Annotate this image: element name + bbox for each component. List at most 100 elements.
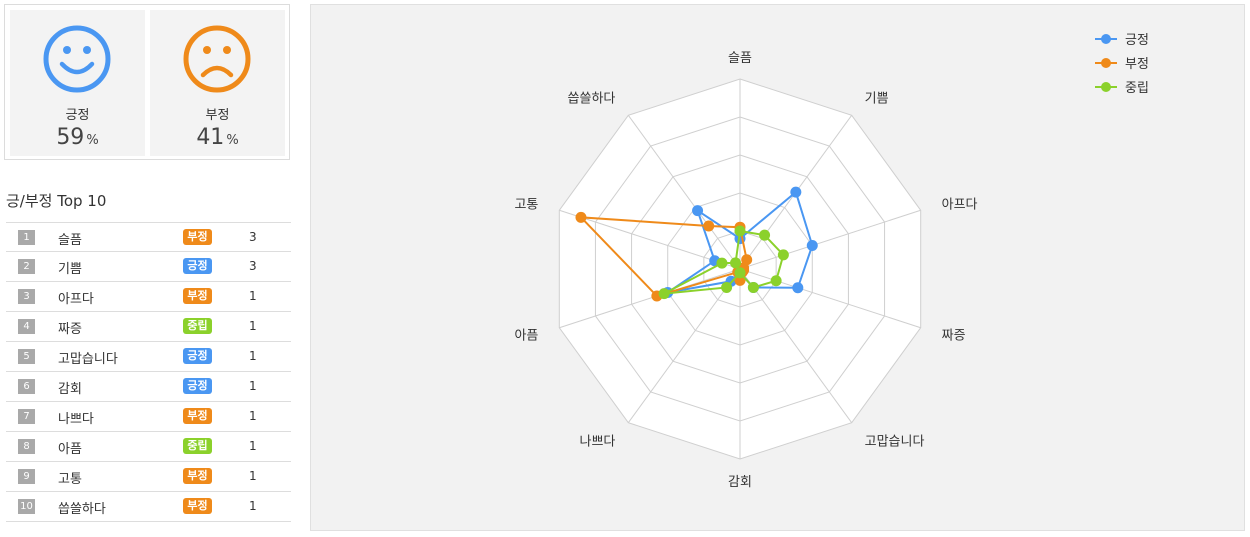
radar-data-point <box>658 288 670 300</box>
rank-badge: 4 <box>18 319 35 334</box>
radar-data-point <box>747 281 759 293</box>
radar-category-label: 기쁨 <box>865 91 889 106</box>
sentiment-badge: 긍정 <box>183 258 212 274</box>
smile-face-outline <box>43 25 111 93</box>
radar-spoke <box>739 268 853 424</box>
sentiment-badge: 부정 <box>183 229 212 245</box>
top10-row: 1 슬픔 부정 3 <box>6 222 291 252</box>
top10-list: 1 슬픔 부정 3 2 기쁨 긍정 3 3 아프다 부정 1 4 짜증 중립 1 5 고맙습니다 긍정 1 6 감회 긍정 1… <box>6 222 291 522</box>
frown-face-outline <box>183 25 251 93</box>
rank-badge: 5 <box>18 349 35 364</box>
radar-data-point <box>770 275 782 287</box>
radar-data-point <box>730 257 742 269</box>
top10-row: 3 아프다 부정 1 <box>6 282 291 312</box>
frown-mouth <box>200 65 234 78</box>
positive-label: 긍정 <box>65 108 90 123</box>
frown-icon <box>183 25 251 93</box>
keyword-label: 고맙습니다 <box>58 352 118 367</box>
sentiment-badge: 부정 <box>183 408 212 424</box>
top10-row: 4 짜증 중립 1 <box>6 312 291 342</box>
radar-data-point <box>716 257 728 269</box>
negative-card: 부정 41% <box>150 10 285 156</box>
top10-row: 2 기쁨 긍정 3 <box>6 252 291 282</box>
radar-data-point <box>734 274 746 286</box>
radar-category-label: 아프다 <box>942 197 978 212</box>
radar-data-point <box>692 205 704 217</box>
radar-category-label: 씁쓸하다 <box>568 91 616 106</box>
rank-badge: 9 <box>18 469 35 484</box>
keyword-count: 1 <box>249 499 257 513</box>
keyword-count: 1 <box>249 469 257 483</box>
radar-data-point <box>806 240 818 252</box>
smile-mouth <box>59 61 95 75</box>
smile-eye-right <box>83 46 91 54</box>
keyword-label: 씁쓸하다 <box>58 502 106 517</box>
keyword-label: 감회 <box>58 382 82 397</box>
negative-percent: 41 <box>196 125 225 150</box>
frown-eye-left <box>203 46 211 54</box>
sentiment-badge: 부정 <box>183 498 212 514</box>
rank-badge: 8 <box>18 439 35 454</box>
sentiment-badge: 부정 <box>183 288 212 304</box>
keyword-count: 1 <box>249 319 257 333</box>
positive-card: 긍정 59% <box>10 10 145 156</box>
radar-category-label: 짜증 <box>942 329 966 344</box>
radar-spoke <box>739 268 921 329</box>
top10-row: 6 감회 긍정 1 <box>6 372 291 402</box>
top10-row: 5 고맙습니다 긍정 1 <box>6 342 291 372</box>
keyword-label: 고통 <box>58 472 82 487</box>
legend-marker <box>1101 58 1111 68</box>
legend-marker <box>1101 82 1111 92</box>
radar-chart: 슬픔 기쁨 아프다 짜증 고맙습니다 감회 나쁘다 아픔 고통 씁쓸하다 긍정 부정 중립 <box>310 4 1245 531</box>
rank-badge: 2 <box>18 259 35 274</box>
radar-data-point <box>734 267 746 279</box>
legend-label: 부정 <box>1125 57 1149 72</box>
smile-eye-left <box>63 46 71 54</box>
top10-row: 9 고통 부정 1 <box>6 462 291 492</box>
radar-spoke <box>627 268 741 424</box>
radar-category-label: 아픔 <box>514 329 538 344</box>
radar-data-point <box>575 211 587 223</box>
radar-category-label: 나쁘다 <box>579 435 615 450</box>
radar-data-point <box>703 220 715 232</box>
keyword-count: 1 <box>249 409 257 423</box>
sentiment-badge: 부정 <box>183 468 212 484</box>
legend-label: 중립 <box>1125 81 1149 96</box>
keyword-label: 아프다 <box>58 292 94 307</box>
radar-category-label: 고맙습니다 <box>865 435 925 450</box>
smile-icon <box>43 25 111 93</box>
frown-eye-right <box>223 46 231 54</box>
rank-badge: 7 <box>18 409 35 424</box>
negative-label: 부정 <box>205 108 230 123</box>
legend-marker <box>1101 34 1111 44</box>
sentiment-badge: 긍정 <box>183 378 212 394</box>
radar-category-label: 감회 <box>728 475 752 490</box>
negative-value: 41% <box>150 125 285 150</box>
top10-row: 8 아픔 중립 1 <box>6 432 291 462</box>
sentiment-summary: 긍정 59% 부정 41% <box>4 4 290 160</box>
radar-data-point <box>790 186 802 198</box>
positive-unit: % <box>86 133 99 148</box>
keyword-count: 1 <box>249 289 257 303</box>
rank-badge: 1 <box>18 230 35 245</box>
top10-title: 긍/부정 Top 10 <box>6 192 107 210</box>
keyword-count: 1 <box>249 439 257 453</box>
rank-badge: 3 <box>18 289 35 304</box>
keyword-count: 3 <box>249 259 257 273</box>
keyword-label: 나쁘다 <box>58 412 94 427</box>
radar-data-point <box>759 229 771 241</box>
negative-unit: % <box>226 133 239 148</box>
radar-spoke <box>559 268 741 329</box>
keyword-count: 1 <box>249 349 257 363</box>
sentiment-badge: 긍정 <box>183 348 212 364</box>
radar-category-label: 고통 <box>514 197 538 212</box>
radar-data-point <box>792 282 804 294</box>
radar-data-point <box>777 249 789 261</box>
radar-spoke <box>739 209 921 270</box>
top10-row: 10 씁쓸하다 부정 1 <box>6 492 291 522</box>
radar-data-point <box>734 225 746 237</box>
rank-badge: 10 <box>18 499 35 514</box>
keyword-count: 3 <box>249 230 257 244</box>
radar-spoke <box>627 114 741 270</box>
